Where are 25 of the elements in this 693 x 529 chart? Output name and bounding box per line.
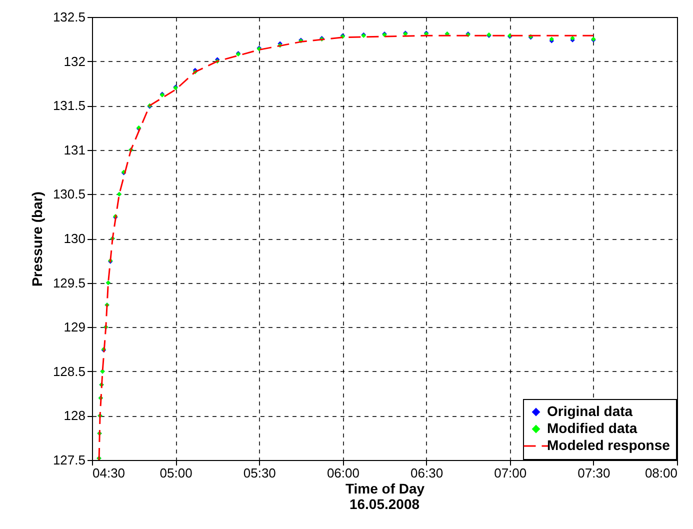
text: 16.05.2008 — [349, 496, 420, 512]
y-tick-label: 131.5 — [52, 98, 86, 114]
y-tick-label: 129.5 — [52, 275, 86, 290]
y-tick-label: 130.5 — [52, 186, 86, 202]
y-tick-label: 131 — [64, 142, 86, 158]
y-tick-label: 128 — [64, 408, 86, 424]
y-tick-label: 132.5 — [52, 10, 86, 24]
x-tick-label: 05:00 — [160, 466, 192, 480]
x-tick-label: 06:00 — [326, 466, 360, 480]
y-tick-label: 128.5 — [52, 364, 86, 379]
x-tick-label: 07:00 — [494, 466, 527, 480]
x-tick-label: 06:30 — [410, 466, 444, 480]
x-tick-label: 08:00 — [644, 466, 678, 480]
y-tick-label: 127.5 — [52, 452, 86, 468]
legend-label: Modified data — [547, 420, 638, 436]
x-tick-label: 07:30 — [578, 466, 610, 480]
y-tick-label: 132 — [64, 54, 86, 69]
y-tick-label: 130 — [64, 231, 86, 246]
x-tick-label: 04:30 — [92, 466, 126, 480]
legend-label: Original data — [547, 403, 633, 419]
x-tick-label: 05:30 — [243, 466, 276, 480]
y-tick-label: 129 — [64, 320, 86, 335]
legend-label: Modeled response — [547, 437, 670, 453]
y-axis-title: Pressure (bar) — [28, 192, 45, 286]
x-axis-title: Time of Day — [345, 480, 425, 496]
